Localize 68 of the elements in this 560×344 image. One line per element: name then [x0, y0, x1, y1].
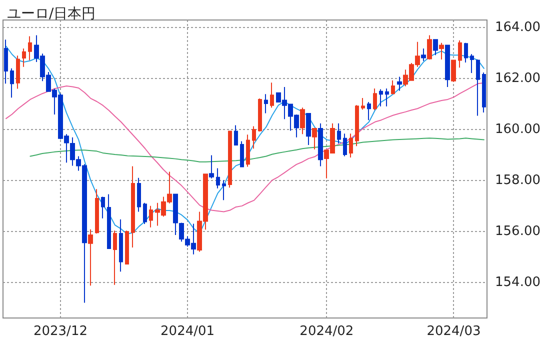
candlestick — [252, 126, 256, 150]
line-series — [30, 138, 484, 162]
candlestick — [385, 88, 389, 107]
candlestick — [391, 80, 395, 95]
candlestick — [240, 140, 244, 168]
candlestick — [107, 194, 111, 249]
y-tick-label: 164.00 — [495, 20, 540, 36]
candlestick — [270, 82, 274, 108]
candlestick — [143, 202, 147, 225]
line-series — [6, 46, 484, 234]
y-tick-label: 160.00 — [495, 122, 540, 138]
candlestick — [451, 60, 456, 82]
candlestick — [427, 34, 432, 60]
candlestick — [125, 230, 129, 265]
x-tick-label: 2023/12 — [33, 324, 88, 339]
candlestick — [113, 230, 117, 286]
candlestick — [258, 98, 262, 132]
candlestick — [312, 128, 317, 150]
candlestick — [343, 133, 347, 157]
candlestick — [318, 122, 323, 167]
candlestick — [264, 94, 268, 114]
candlestick — [4, 39, 8, 84]
candlestick — [379, 88, 383, 107]
candlestick — [246, 134, 250, 168]
candlestick — [349, 133, 353, 158]
y-tick-label: 156.00 — [495, 224, 540, 239]
candlestick — [22, 48, 26, 68]
candlestick — [470, 54, 474, 74]
y-tick-label: 158.00 — [495, 172, 540, 188]
candlestick — [361, 97, 365, 110]
candlestick — [10, 68, 14, 98]
candlestick — [421, 48, 426, 62]
candlestick — [397, 76, 402, 92]
candlestick — [476, 58, 480, 116]
candlestick — [234, 124, 238, 146]
candlestick — [228, 130, 232, 188]
candlestick — [464, 42, 468, 64]
candlestick — [458, 40, 462, 68]
candlestick — [131, 166, 135, 248]
candlestick — [445, 44, 450, 88]
candlestick — [16, 55, 20, 90]
candlestick — [300, 107, 305, 135]
candlestick — [337, 122, 341, 144]
candlestick — [88, 228, 93, 286]
candlestick — [439, 42, 444, 60]
candlestick — [28, 36, 32, 61]
candlestick — [373, 88, 377, 111]
candlestick — [119, 218, 123, 272]
candlestick — [222, 180, 226, 201]
candlestick — [137, 177, 141, 212]
candlestick — [209, 154, 214, 179]
candlestick — [367, 102, 371, 121]
chart-title: ユーロ/日本円 — [7, 6, 96, 22]
y-tick-label: 162.00 — [495, 71, 540, 86]
candlestick — [101, 196, 105, 219]
line-series — [6, 82, 484, 212]
candlestick — [482, 72, 486, 113]
x-tick-label: 2024/02 — [300, 324, 354, 339]
candlestick — [216, 168, 220, 189]
candlestick — [173, 194, 178, 236]
candlestick — [433, 39, 438, 56]
y-tick-label: 154.00 — [495, 274, 540, 290]
candlestick — [95, 188, 99, 234]
x-tick-label: 2024/03 — [426, 324, 481, 339]
candlestick — [355, 104, 359, 147]
candlestick — [149, 205, 153, 228]
x-tick-label: 2024/01 — [160, 324, 215, 339]
candlestick — [306, 112, 311, 146]
